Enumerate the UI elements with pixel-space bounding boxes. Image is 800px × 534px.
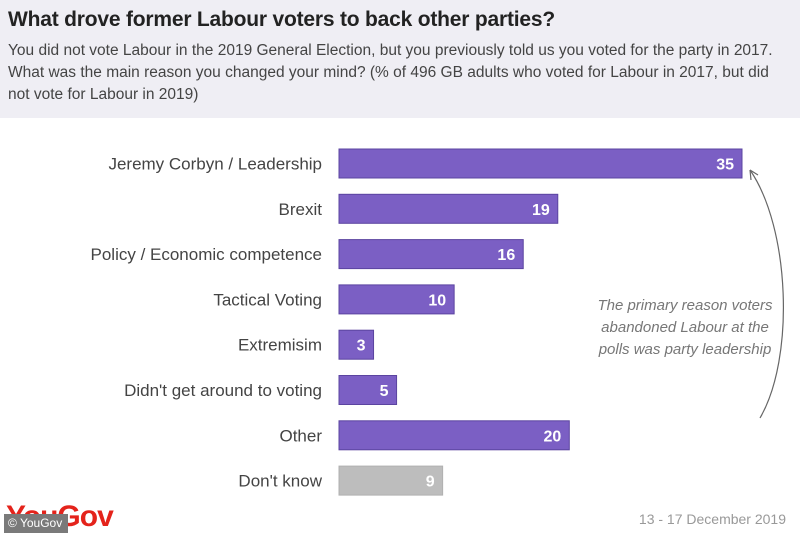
category-label: Tactical Voting bbox=[213, 290, 322, 309]
data-label: 10 bbox=[428, 292, 446, 309]
category-label: Brexit bbox=[279, 200, 323, 219]
annotation-arrowhead bbox=[749, 169, 759, 181]
annotation-text: The primary reason voters abandoned Labo… bbox=[597, 297, 773, 358]
bar bbox=[338, 193, 559, 224]
bar bbox=[338, 239, 524, 270]
data-label: 16 bbox=[497, 247, 515, 264]
annotation-arrow bbox=[749, 169, 784, 419]
category-label: Policy / Economic competence bbox=[91, 245, 323, 264]
bar bbox=[338, 375, 398, 405]
bar bbox=[338, 329, 375, 360]
bar bbox=[338, 148, 743, 179]
chart-subtitle: You did not vote Labour in the 2019 Gene… bbox=[8, 42, 773, 103]
copyright-badge: © YouGov bbox=[4, 514, 69, 533]
data-label: 35 bbox=[716, 157, 734, 174]
data-label: 19 bbox=[532, 202, 550, 219]
category-label: Extremisim bbox=[238, 336, 322, 355]
data-label: 3 bbox=[357, 338, 366, 355]
category-label: Didn't get around to voting bbox=[124, 381, 322, 400]
data-label: 5 bbox=[380, 383, 389, 400]
bar bbox=[338, 465, 444, 496]
data-label: 20 bbox=[543, 428, 561, 445]
bar bbox=[338, 284, 455, 315]
header: What drove former Labour voters to back … bbox=[0, 0, 800, 118]
bar bbox=[338, 420, 570, 451]
category-label: Don't know bbox=[238, 472, 322, 491]
data-label: 9 bbox=[426, 474, 435, 491]
category-label: Jeremy Corbyn / Leadership bbox=[108, 155, 322, 174]
fieldwork-date: 13 - 17 December 2019 bbox=[638, 511, 786, 527]
category-label: Other bbox=[279, 426, 322, 445]
chart-title: What drove former Labour voters to back … bbox=[8, 8, 555, 31]
